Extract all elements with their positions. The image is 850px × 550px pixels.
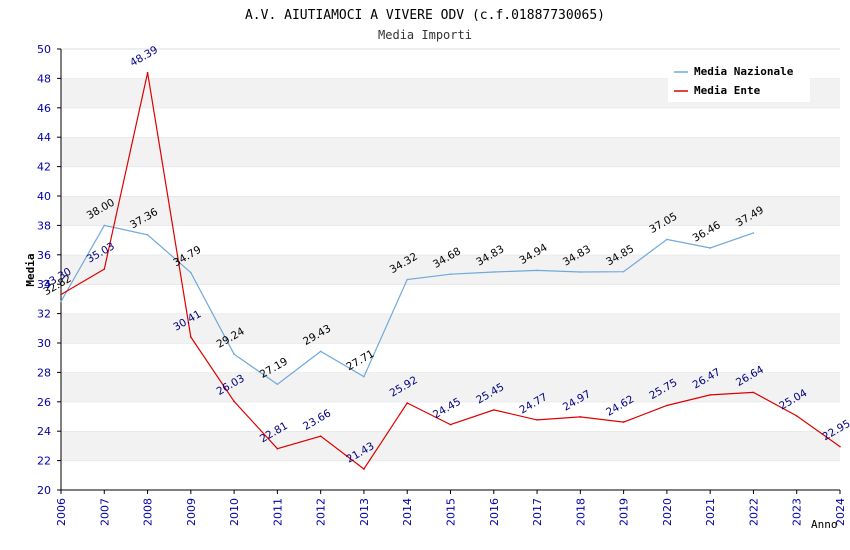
data-point xyxy=(103,224,106,227)
legend: Media Nazionale Media Ente xyxy=(668,60,810,102)
data-point xyxy=(622,421,625,423)
x-tick-label: 2019 xyxy=(618,498,631,526)
data-point xyxy=(449,273,452,276)
x-tick-label: 2021 xyxy=(704,498,717,526)
grid-band xyxy=(61,166,840,196)
x-tick-label: 2013 xyxy=(358,498,371,526)
data-point xyxy=(579,416,582,418)
grid-band xyxy=(61,196,840,226)
data-point xyxy=(752,391,755,394)
data-point xyxy=(752,232,755,234)
data-point xyxy=(579,271,582,273)
data-point xyxy=(60,293,62,296)
data-point xyxy=(709,247,711,249)
data-point xyxy=(622,270,625,273)
data-point xyxy=(795,415,798,417)
data-point xyxy=(536,269,538,272)
data-point xyxy=(449,423,452,426)
data-point xyxy=(492,409,495,411)
data-point xyxy=(839,445,841,448)
data-point xyxy=(319,350,322,353)
x-axis-label: Anno xyxy=(811,518,838,531)
grid-band xyxy=(61,137,840,167)
grid-bands xyxy=(61,48,840,490)
series-layer xyxy=(60,71,841,470)
chart-subtitle: Media Importi xyxy=(378,28,472,42)
x-tick-label: 2014 xyxy=(401,498,414,526)
x-tick-label: 2020 xyxy=(661,498,674,526)
y-tick-label: 26 xyxy=(37,396,51,409)
grid-band xyxy=(61,401,840,432)
x-tick-label: 2006 xyxy=(55,498,68,526)
data-point xyxy=(363,375,365,378)
y-tick-label: 42 xyxy=(37,161,51,174)
x-tick-label: 2007 xyxy=(98,498,111,526)
data-point xyxy=(233,400,235,403)
chart-title: A.V. AIUTIAMOCI A VIVERE ODV (c.f.018877… xyxy=(245,8,605,23)
grid-band xyxy=(61,225,840,255)
data-point xyxy=(406,278,409,281)
data-point xyxy=(276,447,279,450)
data-point xyxy=(233,353,235,355)
y-tick-label: 38 xyxy=(37,219,51,232)
y-tick-label: 48 xyxy=(37,72,51,85)
x-tick-label: 2016 xyxy=(488,498,501,526)
data-point xyxy=(406,402,409,404)
legend-background xyxy=(668,60,810,102)
data-point xyxy=(146,234,149,236)
x-tick-label: 2022 xyxy=(747,498,760,526)
data-point xyxy=(60,300,62,303)
x-tick-label: 2009 xyxy=(185,498,198,526)
x-tick-label: 2011 xyxy=(271,498,284,526)
y-tick-label: 20 xyxy=(37,484,51,497)
grid-band xyxy=(61,107,840,138)
data-point xyxy=(276,383,279,386)
y-tick-label: 30 xyxy=(37,337,51,350)
data-point xyxy=(666,404,668,407)
grid-band xyxy=(61,460,840,490)
grid-band xyxy=(61,343,840,373)
data-point xyxy=(146,71,149,74)
y-tick-label: 28 xyxy=(37,366,51,379)
x-tick-label: 2024 xyxy=(834,498,847,526)
x-tick-label: 2012 xyxy=(315,498,328,526)
grid-band xyxy=(61,284,840,314)
x-tick-label: 2017 xyxy=(531,498,544,526)
y-tick-label: 22 xyxy=(37,455,51,468)
grid-band xyxy=(61,431,840,461)
data-point xyxy=(319,435,322,437)
x-tick-label: 2010 xyxy=(228,498,241,526)
data-point xyxy=(709,394,711,396)
y-tick-label: 36 xyxy=(37,249,51,262)
x-tick-label: 2015 xyxy=(445,498,458,526)
y-tick-label: 40 xyxy=(37,190,51,203)
y-axis-label: Media xyxy=(24,253,37,286)
y-tick-label: 34 xyxy=(37,278,51,291)
data-point xyxy=(190,336,192,338)
grid-band xyxy=(61,372,840,402)
data-point xyxy=(190,271,192,274)
grid-band xyxy=(61,254,840,285)
legend-label-ente: Media Ente xyxy=(694,84,761,97)
data-point xyxy=(492,271,495,273)
data-point xyxy=(666,238,668,241)
y-tick-label: 32 xyxy=(37,308,51,321)
x-tick-label: 2008 xyxy=(142,498,155,526)
data-point xyxy=(536,419,538,421)
y-tick-label: 46 xyxy=(37,102,51,115)
y-tick-label: 50 xyxy=(37,43,51,56)
x-tick-label: 2023 xyxy=(791,498,804,526)
data-point xyxy=(363,468,365,470)
data-point xyxy=(103,268,106,270)
x-tick-label: 2018 xyxy=(574,498,587,526)
y-tick-label: 44 xyxy=(37,131,51,144)
y-tick-label: 24 xyxy=(37,425,51,438)
legend-label-nazionale: Media Nazionale xyxy=(694,65,794,78)
